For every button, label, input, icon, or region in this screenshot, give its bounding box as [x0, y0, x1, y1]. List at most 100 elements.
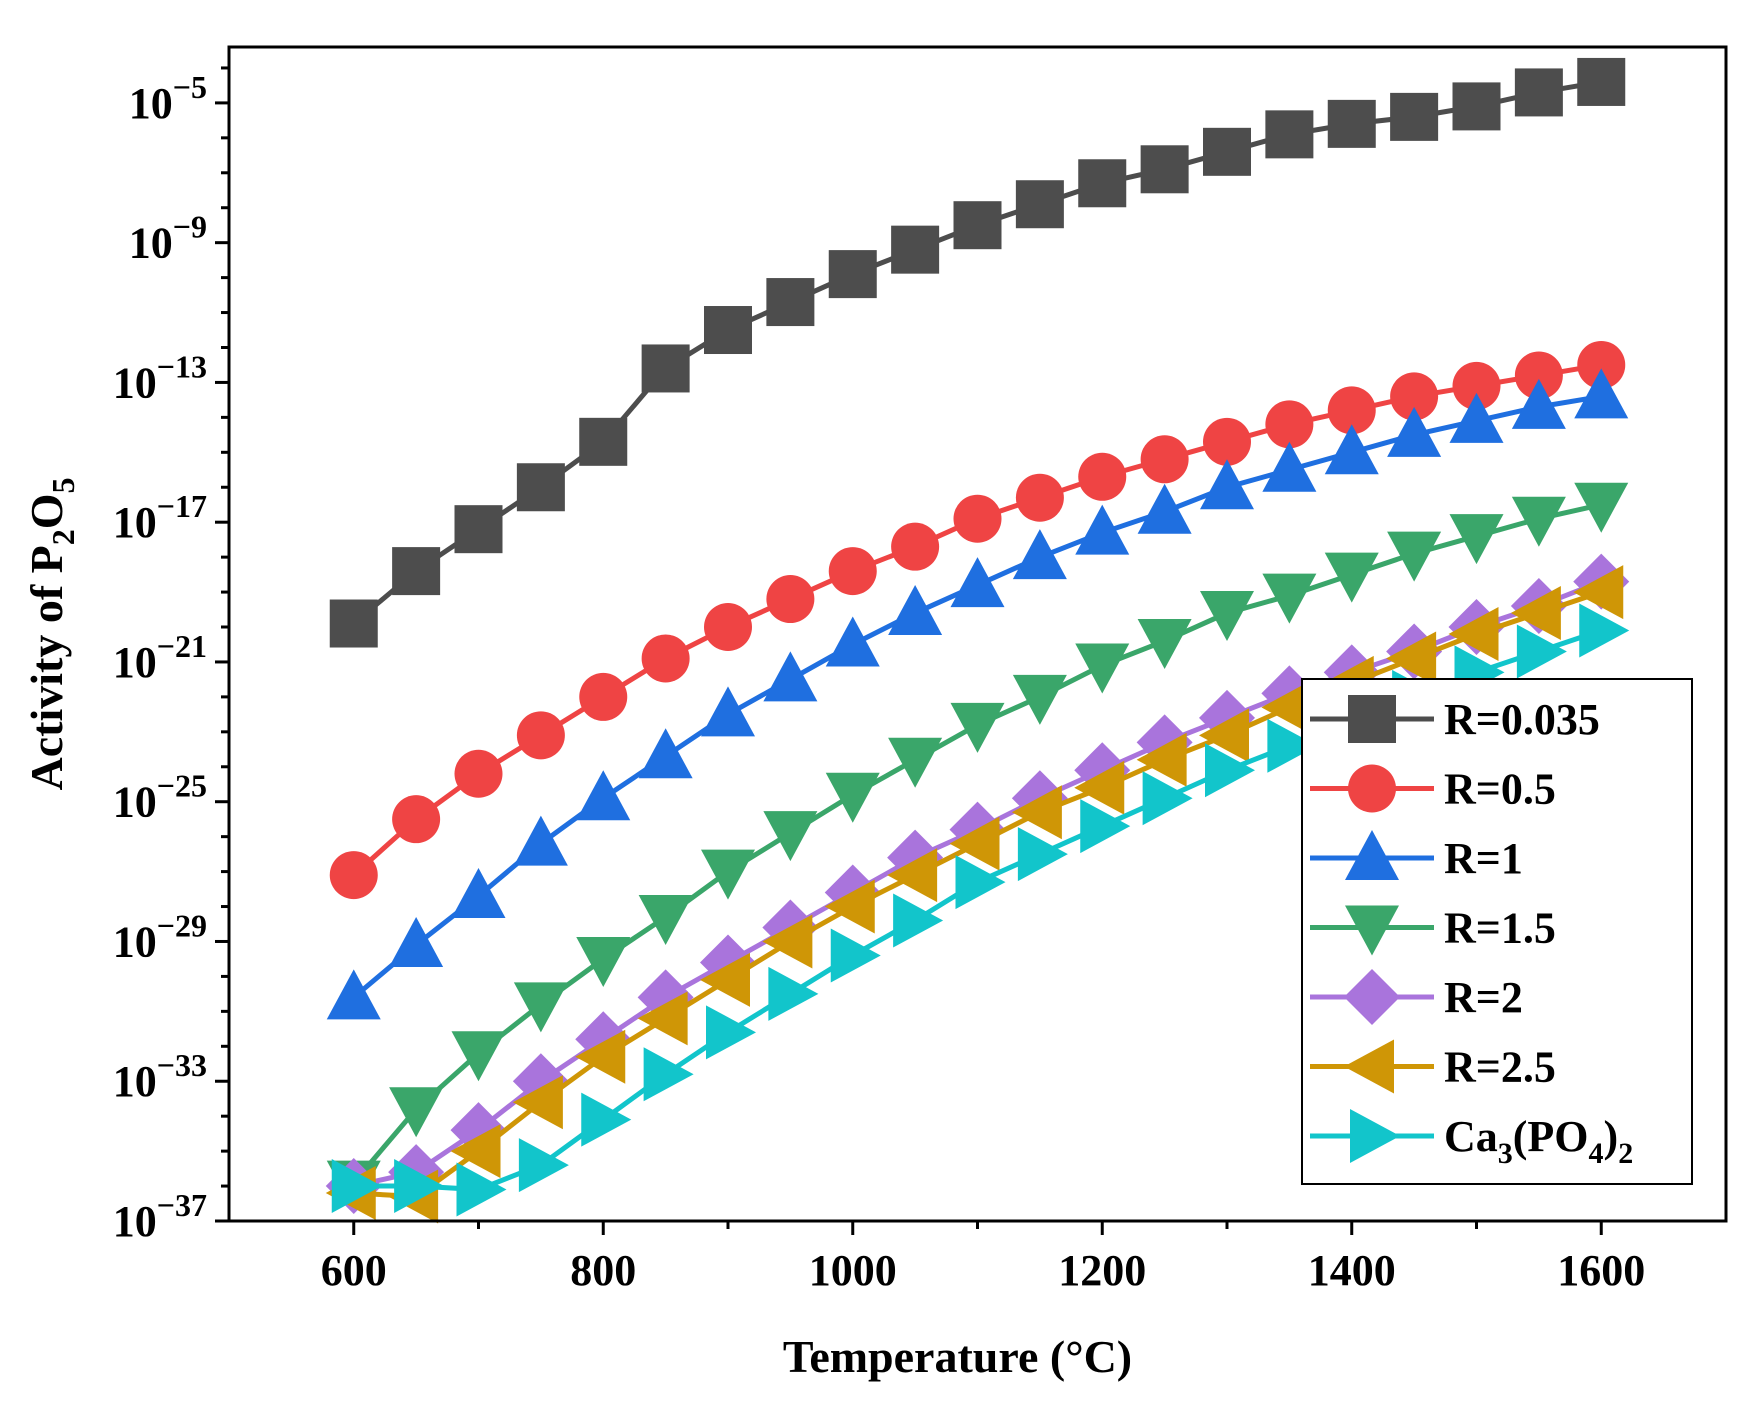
- data-point: [830, 928, 881, 983]
- data-point: [451, 1031, 506, 1082]
- data-point: [1015, 180, 1064, 229]
- data-point: [1511, 496, 1566, 547]
- data-point: [762, 914, 813, 969]
- data-point: [454, 505, 503, 554]
- x-tick-label: 800: [570, 1246, 636, 1295]
- data-point: [1574, 368, 1629, 419]
- legend-label: Ca3(PO4)2: [1444, 1112, 1633, 1170]
- data-point: [1514, 351, 1563, 400]
- legend-marker: [1344, 969, 1400, 1025]
- data-point: [329, 851, 378, 900]
- data-point: [1205, 743, 1255, 798]
- data-point: [1324, 552, 1379, 603]
- legend-marker: [1345, 905, 1399, 956]
- data-point: [766, 575, 815, 624]
- data-point: [893, 893, 944, 948]
- data-point: [1078, 452, 1127, 501]
- axes-layer: 600 800 1000 1200 1400 1600 10−37 10−33 10−29 10−…: [21, 45, 1728, 1382]
- y-tick-label: 10−5: [129, 69, 207, 128]
- data-point: [1137, 483, 1192, 534]
- data-point: [825, 616, 880, 667]
- data-point: [518, 1138, 569, 1193]
- y-tick-label: 10−9: [129, 209, 207, 268]
- series-2: [326, 368, 1629, 1020]
- data-point: [1327, 386, 1376, 435]
- data-point: [512, 1075, 563, 1130]
- y-axis-title: Activity of P2O5: [21, 477, 81, 790]
- data-point: [1327, 99, 1376, 148]
- x-tick-label: 1600: [1557, 1246, 1645, 1295]
- data-point: [1511, 378, 1566, 429]
- y-tick-label: 10−21: [113, 628, 207, 687]
- data-point: [575, 1029, 626, 1084]
- series-0: [329, 57, 1626, 648]
- legend-label: R=0.5: [1444, 765, 1556, 814]
- data-point: [1080, 799, 1131, 854]
- data-point: [576, 936, 631, 987]
- data-point: [643, 1047, 694, 1102]
- legend-item: R=0.035: [1310, 695, 1600, 744]
- data-point: [828, 250, 877, 299]
- y-tick-label: 10−13: [113, 348, 207, 407]
- data-point: [700, 952, 750, 1007]
- data-point: [454, 749, 503, 798]
- data-point: [1452, 82, 1501, 131]
- data-point: [888, 737, 943, 788]
- data-point: [887, 848, 938, 903]
- data-point: [392, 547, 441, 596]
- data-point: [768, 966, 819, 1021]
- x-tick-label: 1400: [1308, 1246, 1396, 1295]
- data-point: [637, 991, 688, 1046]
- data-point: [1579, 603, 1630, 658]
- data-point: [329, 599, 378, 648]
- data-point: [953, 201, 1002, 250]
- data-point: [1514, 68, 1563, 117]
- legend-label: R=1.5: [1444, 904, 1556, 953]
- data-point: [1390, 372, 1439, 421]
- data-point: [891, 522, 940, 571]
- data-point: [1386, 631, 1437, 686]
- data-point: [1261, 680, 1312, 735]
- data-point: [1449, 392, 1504, 443]
- data-point: [1017, 827, 1068, 882]
- data-point: [1200, 591, 1254, 642]
- data-point: [581, 1092, 632, 1147]
- data-point: [1075, 643, 1130, 694]
- data-point: [450, 1124, 501, 1179]
- x-axis-title: Temperature (°C): [783, 1331, 1132, 1382]
- data-point: [701, 849, 755, 900]
- legend-item: R=2: [1310, 969, 1523, 1025]
- data-point: [1203, 417, 1251, 466]
- data-point: [1510, 586, 1561, 641]
- data-point: [1516, 624, 1567, 679]
- y-tick-label: 10−29: [113, 907, 207, 966]
- legend-item: R=0.5: [1310, 764, 1556, 814]
- data-point: [576, 770, 631, 821]
- data-point: [516, 711, 565, 760]
- data-point: [1387, 531, 1442, 582]
- y-tick-label: 10−37: [113, 1187, 207, 1246]
- data-point: [1078, 159, 1127, 208]
- data-point: [1199, 708, 1249, 763]
- data-point: [638, 895, 693, 946]
- data-point: [641, 344, 690, 393]
- data-point: [451, 868, 506, 919]
- data-point: [888, 585, 943, 636]
- data-point: [513, 815, 568, 866]
- data-point: [706, 1005, 756, 1060]
- data-point: [1136, 732, 1187, 787]
- data-point: [641, 634, 690, 683]
- data-point: [1011, 785, 1062, 840]
- data-point: [1012, 529, 1067, 580]
- data-point: [389, 916, 444, 967]
- data-point: [1452, 361, 1501, 410]
- data-point: [513, 982, 568, 1033]
- data-point: [763, 811, 818, 862]
- legend-marker: [1345, 830, 1399, 880]
- legend-marker: [1344, 1039, 1394, 1094]
- legend-marker: [1348, 764, 1396, 813]
- data-point: [950, 557, 1005, 608]
- data-point: [1140, 435, 1189, 484]
- data-point: [766, 278, 815, 327]
- data-point: [828, 547, 877, 596]
